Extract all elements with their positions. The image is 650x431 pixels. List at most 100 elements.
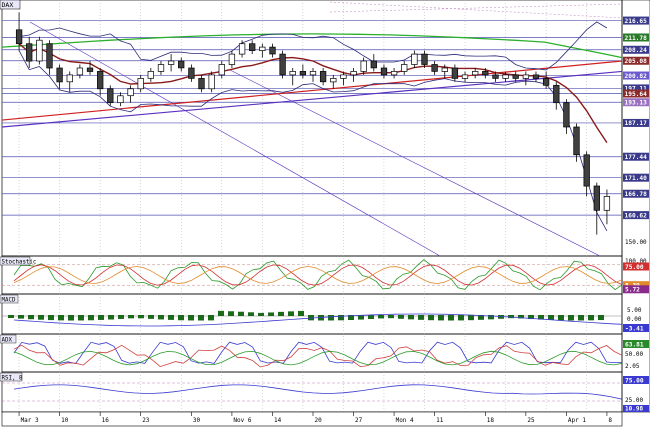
rsi-value-box	[623, 405, 649, 412]
candle-body[interactable]	[573, 126, 580, 156]
candle-body[interactable]	[97, 71, 104, 90]
candle-body[interactable]	[157, 64, 165, 72]
candle-body[interactable]	[492, 74, 499, 79]
time-axis-label: 20	[315, 417, 323, 424]
candle-body[interactable]	[167, 60, 175, 65]
candle-body[interactable]	[249, 43, 256, 51]
moving-average-short	[18, 43, 608, 143]
candle-body[interactable]	[593, 185, 600, 211]
price-label: 216.65	[625, 18, 648, 25]
candle-body[interactable]	[178, 60, 185, 69]
stochastic-value-box	[623, 262, 649, 271]
adx-minus-di	[13, 350, 623, 366]
candle-body[interactable]	[259, 46, 266, 51]
candle-body[interactable]	[583, 154, 590, 187]
candle-body[interactable]	[370, 60, 377, 69]
bollinger-lower	[18, 50, 608, 232]
macd-bar	[488, 315, 494, 320]
macd-bar	[78, 315, 84, 321]
candle-body[interactable]	[76, 67, 84, 76]
candle-body[interactable]	[340, 74, 347, 79]
candle-body[interactable]	[390, 71, 398, 76]
candle-body[interactable]	[542, 78, 550, 86]
macd-bar	[108, 315, 114, 320]
candle-body[interactable]	[218, 64, 225, 76]
candle-body[interactable]	[461, 74, 469, 79]
macd-value-box	[623, 324, 649, 332]
macd-bar	[518, 315, 524, 319]
candle-body[interactable]	[553, 84, 560, 104]
candle-body[interactable]	[431, 64, 438, 72]
candle-body[interactable]	[127, 88, 134, 97]
candle-body[interactable]	[46, 43, 53, 69]
candle-body[interactable]	[502, 74, 509, 79]
macd-bar	[8, 315, 14, 318]
candle-body[interactable]	[208, 74, 215, 90]
candle-body[interactable]	[238, 43, 246, 55]
stochastic-tick-label: 100.00	[625, 258, 647, 265]
rsi-value-label: 10.98	[625, 406, 643, 413]
price-label-box	[623, 16, 649, 25]
macd-bar	[398, 315, 404, 319]
candle-body[interactable]	[441, 67, 448, 72]
macd-bar	[58, 315, 64, 321]
macd-bar	[408, 315, 414, 320]
rsi-tick-label: 25.00	[625, 397, 643, 404]
candle-body[interactable]	[309, 71, 317, 76]
candle-body[interactable]	[421, 53, 428, 65]
stochastic-title: Stochastic	[2, 260, 37, 266]
candle-body[interactable]	[56, 67, 63, 83]
candle-body[interactable]	[299, 71, 307, 76]
candle-body[interactable]	[279, 53, 286, 76]
candle-body[interactable]	[319, 71, 327, 83]
price-label-box	[623, 89, 649, 98]
candle-body[interactable]	[86, 67, 94, 72]
candle-body[interactable]	[360, 60, 367, 72]
candle-body[interactable]	[330, 78, 337, 83]
macd-bar	[178, 315, 184, 321]
rsi-title: RSI, 8	[2, 376, 23, 382]
candle-body[interactable]	[563, 102, 570, 128]
candle-body[interactable]	[411, 53, 418, 65]
stochastic-value-label: 75.00	[625, 264, 644, 271]
candle-body[interactable]	[117, 95, 124, 104]
macd-bar	[208, 315, 214, 321]
macd-bar	[148, 315, 154, 319]
adx-value-label: 63.81	[625, 341, 644, 348]
time-axis-label: Mon 4	[396, 417, 414, 424]
candle-body[interactable]	[350, 71, 357, 76]
time-axis-label: 25	[527, 417, 535, 424]
macd-bar	[418, 315, 424, 320]
time-axis-label: 11	[436, 417, 444, 424]
candle-body[interactable]	[380, 67, 388, 76]
candle-body[interactable]	[522, 74, 530, 79]
time-axis-label: 8	[608, 417, 612, 424]
time-axis-label: Mar 3	[21, 417, 39, 424]
macd-bar	[548, 315, 554, 321]
stochastic-k-line	[13, 259, 623, 291]
candle-body[interactable]	[26, 43, 33, 62]
candle-body[interactable]	[107, 88, 114, 104]
candle-body[interactable]	[401, 64, 408, 72]
candle-body[interactable]	[472, 71, 479, 76]
candle-body[interactable]	[198, 78, 205, 90]
candle-body[interactable]	[603, 196, 611, 211]
candle-body[interactable]	[137, 78, 144, 90]
macd-bar	[98, 315, 104, 320]
candle-body[interactable]	[532, 74, 540, 79]
rsi-value-label: 75.00	[625, 377, 644, 384]
candle-body[interactable]	[188, 67, 195, 79]
macd-bar	[288, 311, 294, 316]
candle-body[interactable]	[36, 39, 43, 62]
macd-bar	[18, 315, 24, 319]
candle-body[interactable]	[451, 67, 459, 79]
macd-bar	[448, 315, 454, 321]
candle-body[interactable]	[15, 29, 23, 45]
candle-body[interactable]	[66, 74, 73, 83]
candle-body[interactable]	[482, 71, 489, 76]
candle-body[interactable]	[228, 53, 236, 65]
candle-body[interactable]	[289, 71, 296, 76]
candle-body[interactable]	[512, 74, 519, 79]
candle-body[interactable]	[147, 71, 154, 79]
candle-body[interactable]	[269, 46, 276, 55]
